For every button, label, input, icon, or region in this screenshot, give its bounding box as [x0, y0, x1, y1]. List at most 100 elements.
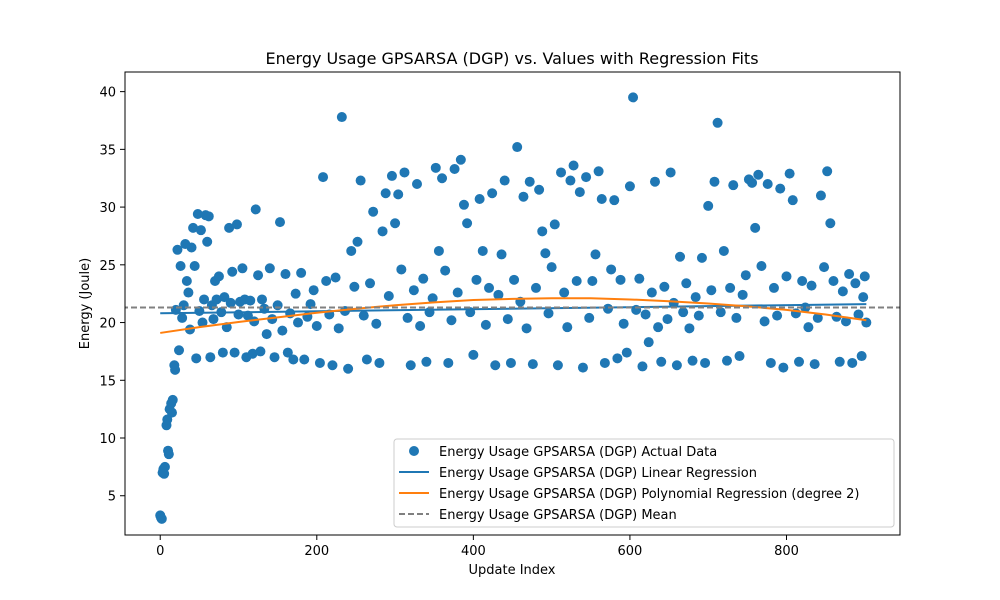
data-point [277, 325, 288, 336]
data-point [361, 354, 372, 365]
data-point [188, 222, 199, 233]
data-point [174, 345, 185, 356]
data-point [393, 189, 404, 200]
x-tick-label: 800 [774, 544, 799, 559]
data-point [195, 225, 206, 236]
data-point [615, 274, 626, 285]
legend-label-actual-data: Energy Usage GPSARSA (DGP) Actual Data [439, 445, 717, 460]
data-point [427, 293, 438, 304]
data-point [822, 166, 833, 177]
data-point [343, 363, 354, 374]
data-point [418, 273, 429, 284]
data-point [318, 172, 329, 183]
polynomial-regression-line [160, 297, 867, 334]
data-point [170, 364, 181, 375]
data-point [264, 263, 275, 274]
data-point [202, 236, 213, 247]
data-point [224, 222, 235, 233]
data-point [490, 360, 501, 371]
data-point [499, 175, 510, 186]
data-point [468, 349, 479, 360]
data-point [844, 269, 855, 280]
x-axis-label: Update Index [468, 563, 555, 578]
data-point [390, 218, 401, 229]
data-point [349, 281, 360, 292]
data-point [505, 357, 516, 368]
data-point [245, 295, 256, 306]
data-point [452, 287, 463, 298]
data-point [584, 312, 595, 323]
data-point [272, 300, 283, 311]
data-point [703, 200, 714, 211]
data-point [471, 274, 482, 285]
data-point [474, 194, 485, 205]
legend-box [393, 438, 895, 528]
data-point [280, 269, 291, 280]
legend-label-mean: Energy Usage GPSARSA (DGP) Mean [439, 508, 677, 523]
data-point [781, 271, 792, 282]
data-point [484, 282, 495, 293]
data-point [640, 309, 651, 320]
data-point [599, 357, 610, 368]
data-point [562, 322, 573, 333]
data-point [502, 314, 513, 325]
data-point [530, 282, 541, 293]
data-point [568, 160, 579, 171]
data-point [856, 351, 867, 362]
data-point [646, 287, 657, 298]
y-tick-label: 10 [99, 432, 116, 447]
data-point [675, 251, 686, 262]
data-point [237, 263, 248, 274]
data-point [803, 322, 814, 333]
data-point [172, 244, 183, 255]
data-point [671, 360, 682, 371]
data-point [415, 321, 426, 332]
data-point [609, 195, 620, 206]
data-point [850, 278, 861, 289]
data-point [681, 278, 692, 289]
data-point [546, 262, 557, 273]
data-point [587, 275, 598, 286]
x-tick-label: 600 [618, 544, 643, 559]
data-point [797, 275, 808, 286]
data-point [593, 166, 604, 177]
data-point [462, 218, 473, 229]
data-point [402, 312, 413, 323]
data-point [521, 323, 532, 334]
x-tick-label: 0 [156, 544, 164, 559]
data-point [712, 117, 723, 128]
data-point [637, 361, 648, 372]
data-point [421, 356, 432, 367]
data-point [731, 312, 742, 323]
data-point [213, 271, 224, 282]
y-tick-label: 30 [99, 201, 116, 216]
data-point [217, 347, 228, 358]
data-point [424, 307, 435, 318]
data-point [634, 273, 645, 284]
data-point [847, 357, 858, 368]
data-point [825, 218, 836, 229]
data-point [269, 352, 280, 363]
data-point [189, 260, 200, 271]
data-point [840, 316, 851, 327]
data-point [175, 260, 186, 271]
y-tick-label: 40 [99, 86, 116, 101]
data-point [527, 359, 538, 370]
data-point [653, 322, 664, 333]
data-point [314, 357, 325, 368]
data-point [552, 360, 563, 371]
data-point [571, 275, 582, 286]
data-point [211, 294, 222, 305]
data-point [355, 175, 366, 186]
data-point [775, 183, 786, 194]
data-point [618, 318, 629, 329]
data-point [540, 248, 551, 259]
data-point [656, 356, 667, 367]
data-point [621, 347, 632, 358]
data-point [374, 357, 385, 368]
data-point [556, 167, 567, 178]
data-point [261, 329, 272, 340]
data-point [411, 178, 422, 189]
data-point [205, 352, 216, 363]
data-point [815, 190, 826, 201]
